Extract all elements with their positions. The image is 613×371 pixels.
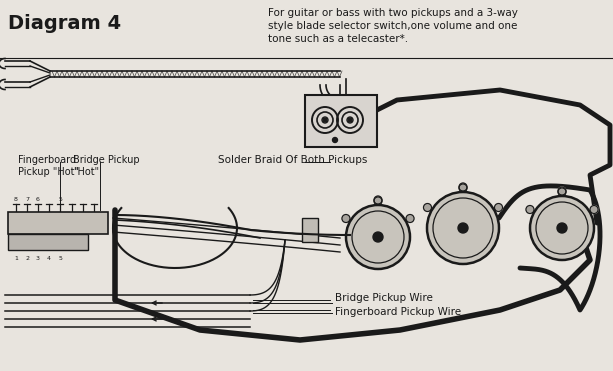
Bar <box>302 218 318 242</box>
Circle shape <box>374 197 382 205</box>
Text: Solder Braid Of Both Pickups: Solder Braid Of Both Pickups <box>218 155 367 165</box>
Circle shape <box>424 204 432 211</box>
Text: 8: 8 <box>14 197 18 202</box>
Circle shape <box>323 118 327 122</box>
Text: 5: 5 <box>58 256 62 261</box>
Text: For guitar or bass with two pickups and a 3-way: For guitar or bass with two pickups and … <box>268 8 518 18</box>
Circle shape <box>459 184 467 192</box>
Bar <box>8 234 88 250</box>
Circle shape <box>557 223 567 233</box>
Circle shape <box>558 188 566 196</box>
Circle shape <box>558 187 566 195</box>
Text: Bridge Pickup Wire: Bridge Pickup Wire <box>335 293 433 303</box>
Circle shape <box>346 205 410 269</box>
Text: 2: 2 <box>25 256 29 261</box>
Text: Diagram 4: Diagram 4 <box>8 14 121 33</box>
Circle shape <box>342 214 350 223</box>
Circle shape <box>374 196 382 204</box>
Text: 1: 1 <box>14 256 18 261</box>
Text: 6: 6 <box>36 197 40 202</box>
Circle shape <box>495 204 503 211</box>
Circle shape <box>348 118 352 122</box>
Bar <box>8 212 108 234</box>
Text: tone such as a telecaster*.: tone such as a telecaster*. <box>268 34 408 44</box>
Circle shape <box>458 223 468 233</box>
Circle shape <box>427 192 499 264</box>
Circle shape <box>530 196 594 260</box>
Text: Bridge Pickup
"Hot": Bridge Pickup "Hot" <box>73 155 140 177</box>
Text: 4: 4 <box>47 256 51 261</box>
Text: 3: 3 <box>36 256 40 261</box>
Text: Fingerboard Pickup Wire: Fingerboard Pickup Wire <box>335 307 461 317</box>
Circle shape <box>406 214 414 223</box>
Circle shape <box>332 138 338 142</box>
Text: Fingerboard
Pickup "Hot": Fingerboard Pickup "Hot" <box>18 155 79 177</box>
Circle shape <box>526 206 534 213</box>
Circle shape <box>590 206 598 213</box>
Circle shape <box>459 183 467 191</box>
Text: style blade selector switch,one volume and one: style blade selector switch,one volume a… <box>268 21 517 31</box>
Circle shape <box>373 232 383 242</box>
Text: 5: 5 <box>58 197 62 202</box>
Bar <box>305 95 377 147</box>
Text: 7: 7 <box>25 197 29 202</box>
